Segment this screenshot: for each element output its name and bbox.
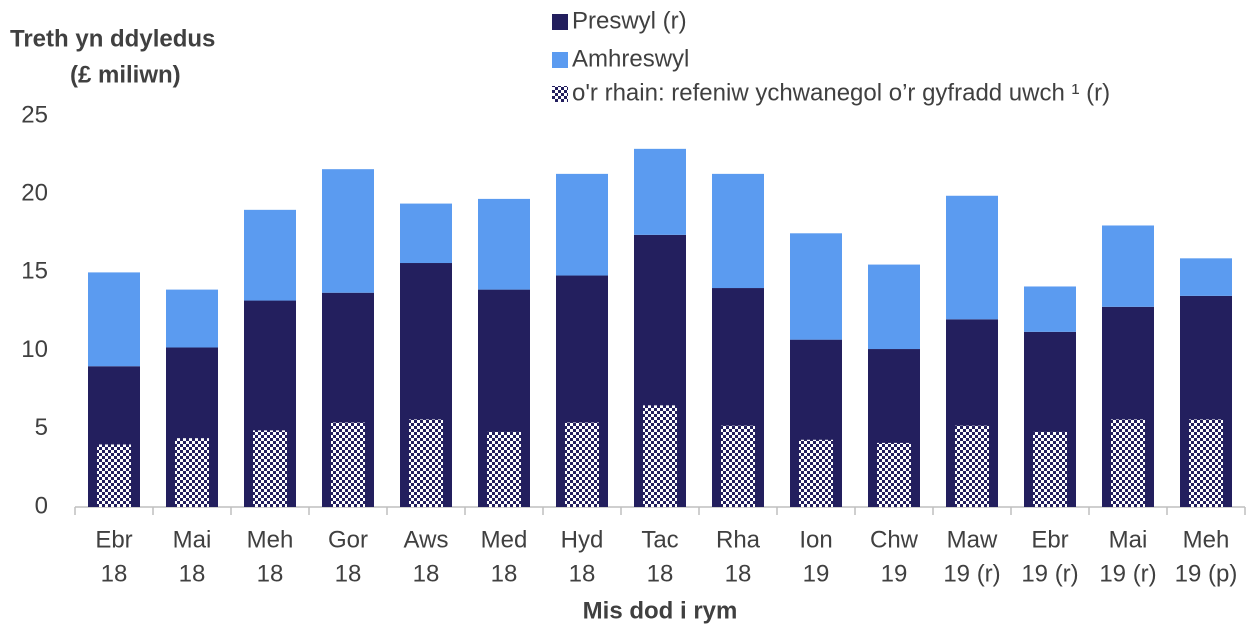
bar-segment [868, 264, 920, 350]
x-tick-label: 19 (r) [943, 560, 1000, 587]
x-tick-label: 18 [491, 560, 518, 587]
x-tick-label: 19 [881, 560, 908, 587]
bar-segment [790, 233, 842, 340]
bar-segment [166, 289, 218, 348]
y-axis-label: (£ miliwn) [70, 61, 181, 88]
subset-bar [1033, 431, 1067, 507]
subset-bar [1111, 419, 1145, 507]
y-tick-label: 5 [35, 414, 48, 441]
subset-bar [721, 425, 755, 507]
bar-segment [88, 272, 140, 367]
bar-segment [322, 169, 374, 293]
bar-segment [1180, 258, 1232, 296]
subset-bar [409, 419, 443, 507]
bar-segment [1102, 225, 1154, 307]
subset-bar [1189, 419, 1223, 507]
bar-segment [400, 203, 452, 264]
x-tick-label: Aws [404, 526, 449, 553]
x-tick-label: 18 [647, 560, 674, 587]
bar-segment [634, 148, 686, 235]
subset-bar [877, 442, 911, 507]
subset-bar [97, 444, 131, 507]
x-tick-label: 19 (p) [1175, 560, 1238, 587]
x-tick-label: Mai [1109, 526, 1148, 553]
y-tick-label: 25 [21, 101, 48, 128]
subset-bar [955, 425, 989, 507]
x-tick-label: 18 [101, 560, 128, 587]
bar-segment [1024, 286, 1076, 332]
x-tick-label: 18 [725, 560, 752, 587]
x-tick-label: Meh [1183, 526, 1230, 553]
bar-segment [712, 173, 764, 289]
x-tick-label: Gor [328, 526, 368, 553]
x-tick-label: 19 [803, 560, 830, 587]
x-tick-label: Rha [716, 526, 761, 553]
subset-bar [331, 422, 365, 507]
subset-bar [175, 438, 209, 507]
bar-segment [244, 209, 296, 301]
y-axis-label: Treth yn ddyledus [10, 25, 215, 52]
x-tick-label: Ebr [1031, 526, 1068, 553]
x-tick-label: 18 [179, 560, 206, 587]
x-tick-label: Meh [247, 526, 294, 553]
y-tick-label: 10 [21, 336, 48, 363]
x-tick-label: Mai [173, 526, 212, 553]
y-tick-label: 20 [21, 180, 48, 207]
subset-bar [487, 431, 521, 507]
x-tick-label: Maw [947, 526, 998, 553]
x-tick-label: Ebr [95, 526, 132, 553]
bar-segment [946, 195, 998, 320]
legend-swatch [552, 86, 568, 102]
x-tick-label: Ion [799, 526, 832, 553]
bar-segment [556, 173, 608, 276]
subset-bar [253, 430, 287, 507]
x-tick-label: 19 (r) [1021, 560, 1078, 587]
bar-segment [478, 198, 530, 290]
legend-swatch [552, 52, 568, 68]
x-tick-label: 19 (r) [1099, 560, 1156, 587]
x-tick-label: 18 [413, 560, 440, 587]
x-tick-label: 18 [335, 560, 362, 587]
x-axis-label: Mis dod i rym [583, 597, 738, 624]
legend-label: Preswyl (r) [572, 7, 687, 34]
y-tick-label: 0 [35, 492, 48, 519]
x-tick-label: Med [481, 526, 528, 553]
legend-label: o'r rhain: refeniw ychwanegol o’r gyfrad… [572, 79, 1110, 106]
y-tick-label: 15 [21, 258, 48, 285]
legend-label: Amhreswyl [572, 45, 689, 72]
x-tick-label: 18 [569, 560, 596, 587]
x-tick-label: 18 [257, 560, 284, 587]
x-tick-label: Chw [870, 526, 919, 553]
subset-bar [643, 405, 677, 507]
legend-swatch [552, 14, 568, 30]
x-tick-label: Hyd [561, 526, 604, 553]
x-tick-label: Tac [641, 526, 678, 553]
subset-bar [565, 422, 599, 507]
subset-bar [799, 439, 833, 507]
